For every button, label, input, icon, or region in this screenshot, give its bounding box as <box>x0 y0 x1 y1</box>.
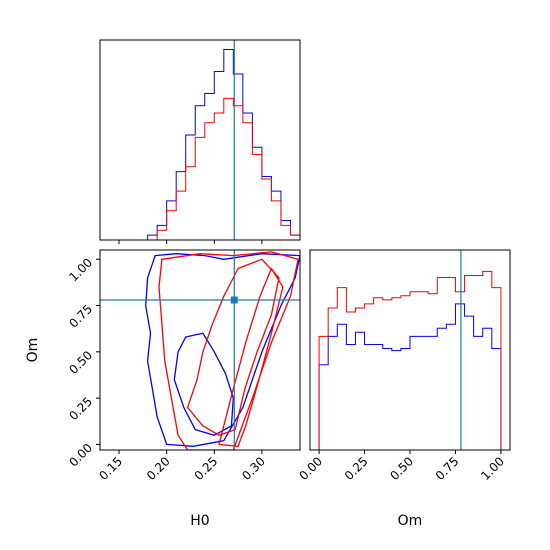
x-tick-label-2: 0.25 <box>192 454 221 483</box>
x-tick-label-4: 1.00 <box>478 454 507 483</box>
y-tick-label-2: 0.50 <box>66 348 95 377</box>
contour-h0-om-panel: 0.15 0.20 0.25 0.30 0.00 0.25 0.50 0.75 1.00 H0 Om <box>25 249 301 529</box>
contour-series-0-level-1 <box>173 332 234 436</box>
contour-series-1-level-0 <box>158 251 299 450</box>
histogram-series-1 <box>318 270 502 450</box>
x-tick-label-2: 0.50 <box>387 454 416 483</box>
y-tick-label-3: 0.75 <box>66 302 95 331</box>
plot-area <box>318 270 502 450</box>
x-tick-label-3: 0.75 <box>433 454 462 483</box>
x-axis-label: H0 <box>190 513 209 529</box>
histogram-series-0 <box>100 49 300 240</box>
contour-series-1-level-1 <box>186 258 280 436</box>
histogram-h0-panel <box>99 39 301 244</box>
histogram-series-1 <box>100 97 300 240</box>
axes-frame <box>99 249 301 451</box>
y-tick-label-0: 0.00 <box>66 441 95 470</box>
x-tick-label-1: 0.25 <box>342 454 371 483</box>
axes-frame <box>309 249 511 451</box>
x-tick-label-3: 0.30 <box>239 454 268 483</box>
reference-point-marker <box>230 296 238 304</box>
y-tick-label-4: 1.00 <box>66 255 95 284</box>
x-tick-label-1: 0.20 <box>144 454 173 483</box>
x-tick-label-0: 0.00 <box>296 454 325 483</box>
plot-area <box>145 251 300 450</box>
histogram-series-0 <box>318 303 502 450</box>
y-tick-label-1: 0.25 <box>66 394 95 423</box>
contour-series-1-level-2 <box>218 267 284 447</box>
x-tick-label-0: 0.15 <box>96 454 125 483</box>
x-axis-label: Om <box>398 513 423 529</box>
axes-frame <box>99 39 301 241</box>
contour-series-0-level-0 <box>145 253 300 447</box>
y-axis-label: Om <box>25 338 41 363</box>
plot-area <box>100 49 300 240</box>
histogram-om-panel: 0.00 0.25 0.50 0.75 1.00 Om <box>296 249 511 529</box>
